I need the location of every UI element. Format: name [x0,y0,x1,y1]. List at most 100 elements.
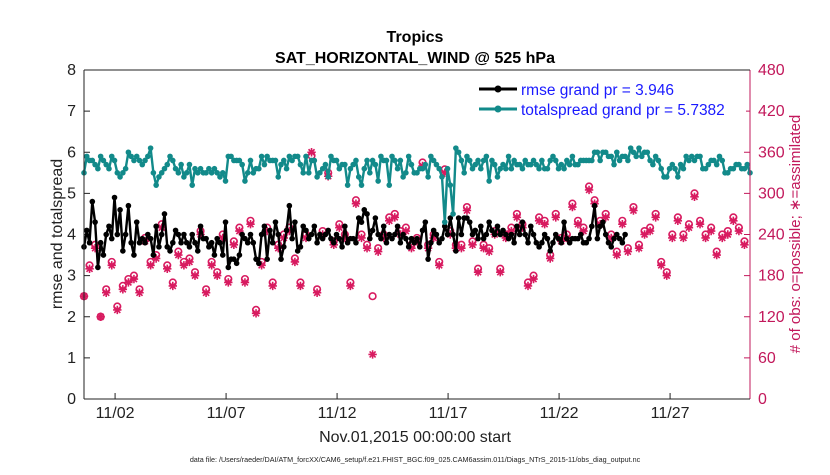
rmse-point [156,244,162,250]
rmse-point [244,239,251,246]
totalspread-point [164,161,171,168]
rmse-point [281,244,287,250]
legend-spread-marker [494,105,502,113]
totalspread-point [597,157,603,164]
obs-assimilated-marker [546,254,555,263]
legend-rmse-marker [494,85,502,93]
totalspread-point [122,165,129,172]
rmse-point [214,235,220,242]
totalspread-point [181,174,187,180]
rmse-point [522,231,529,238]
totalspread-point [544,165,551,172]
obs-assimilated-marker [623,247,633,256]
chart-subtitle: SAT_HORIZONTAL_WIND @ 525 hPa [275,50,555,67]
totalspread-point [569,153,576,160]
totalspread-point [372,161,379,168]
rmse-point [419,227,426,234]
obs-assimilated-marker [662,271,671,280]
totalspread-point [194,170,201,176]
y-tick-label: 0 [67,391,76,408]
rmse-point [367,235,373,242]
rmse-point [597,223,603,230]
totalspread-point [630,149,637,156]
y2-tick-label: 300 [758,185,785,202]
rmse-point [527,223,534,230]
obs-assimilated-marker [357,233,366,243]
rmse-point [150,252,157,258]
rmse-point [594,235,601,242]
totalspread-point [447,182,454,188]
totalspread-point [658,165,664,172]
rmse-point [500,227,506,234]
totalspread-point [325,174,332,180]
rmse-point [472,227,479,234]
rmse-point [194,248,201,254]
totalspread-point [361,165,368,172]
x-tick-label: 11/22 [540,405,579,422]
rmse-point [269,239,276,246]
totalspread-point [511,157,517,164]
rmse-point [564,235,570,242]
obs-assimilated-marker [135,288,144,297]
rmse-point [586,235,592,242]
totalspread-point [555,165,562,172]
totalspread-point [472,161,479,168]
totalspread-point [397,157,404,164]
rmse-point [566,239,573,246]
totalspread-point [208,170,215,176]
rmse-point [450,231,456,238]
obs-assimilated-marker [684,223,694,232]
obs-assimilated-marker [251,309,261,318]
rmse-point [136,239,143,246]
y-tick-label: 6 [67,144,76,161]
rmse-point [577,231,584,238]
totalspread-point [725,170,731,176]
rmse-point [519,219,526,225]
obs-assimilated-marker [113,305,122,315]
obs-assimilated-marker [529,274,538,284]
totalspread-point [108,153,115,160]
rmse-point [258,231,265,238]
rmse-point [505,235,512,242]
obs-assimilated-marker [301,233,311,243]
totalspread-point [530,157,537,164]
obs-assimilated-marker [729,216,738,225]
rmse-point [536,244,542,250]
rmse-point [350,235,356,242]
obs-assimilated-marker [457,244,466,253]
obs-assimilated-marker [690,192,699,202]
rmse-point [242,235,248,242]
obs-assimilated-marker [612,250,621,260]
totalspread-point [250,170,257,176]
obs-assimilated-marker [573,220,583,229]
rmse-point [92,219,98,225]
obs-assimilated-marker [246,220,255,229]
totalspread-point [289,157,295,164]
totalspread-point [317,170,323,176]
totalspread-point [458,157,465,164]
totalspread-point [222,178,229,184]
rmse-point [444,231,451,238]
rmse-point [147,235,154,242]
totalspread-point [680,165,687,172]
totalspread-point [378,153,384,160]
totalspread-point [627,145,634,151]
totalspread-point [389,153,395,160]
rmse-point [483,231,490,238]
obs-assimilated-marker [107,261,116,270]
obs-assimilated-marker [484,247,494,256]
totalspread-point [281,157,287,164]
rmse-point [231,256,237,262]
totalspread-point [741,165,748,172]
obs-assimilated-marker [96,312,105,321]
totalspread-point [117,174,123,180]
totalspread-point [358,182,365,188]
totalspread-point [197,165,204,172]
rmse-point [516,231,523,238]
y-tick-label: 5 [67,185,76,202]
rmse-point [178,239,184,246]
rmse-point [86,239,93,246]
obs-assimilated-marker [379,233,388,243]
